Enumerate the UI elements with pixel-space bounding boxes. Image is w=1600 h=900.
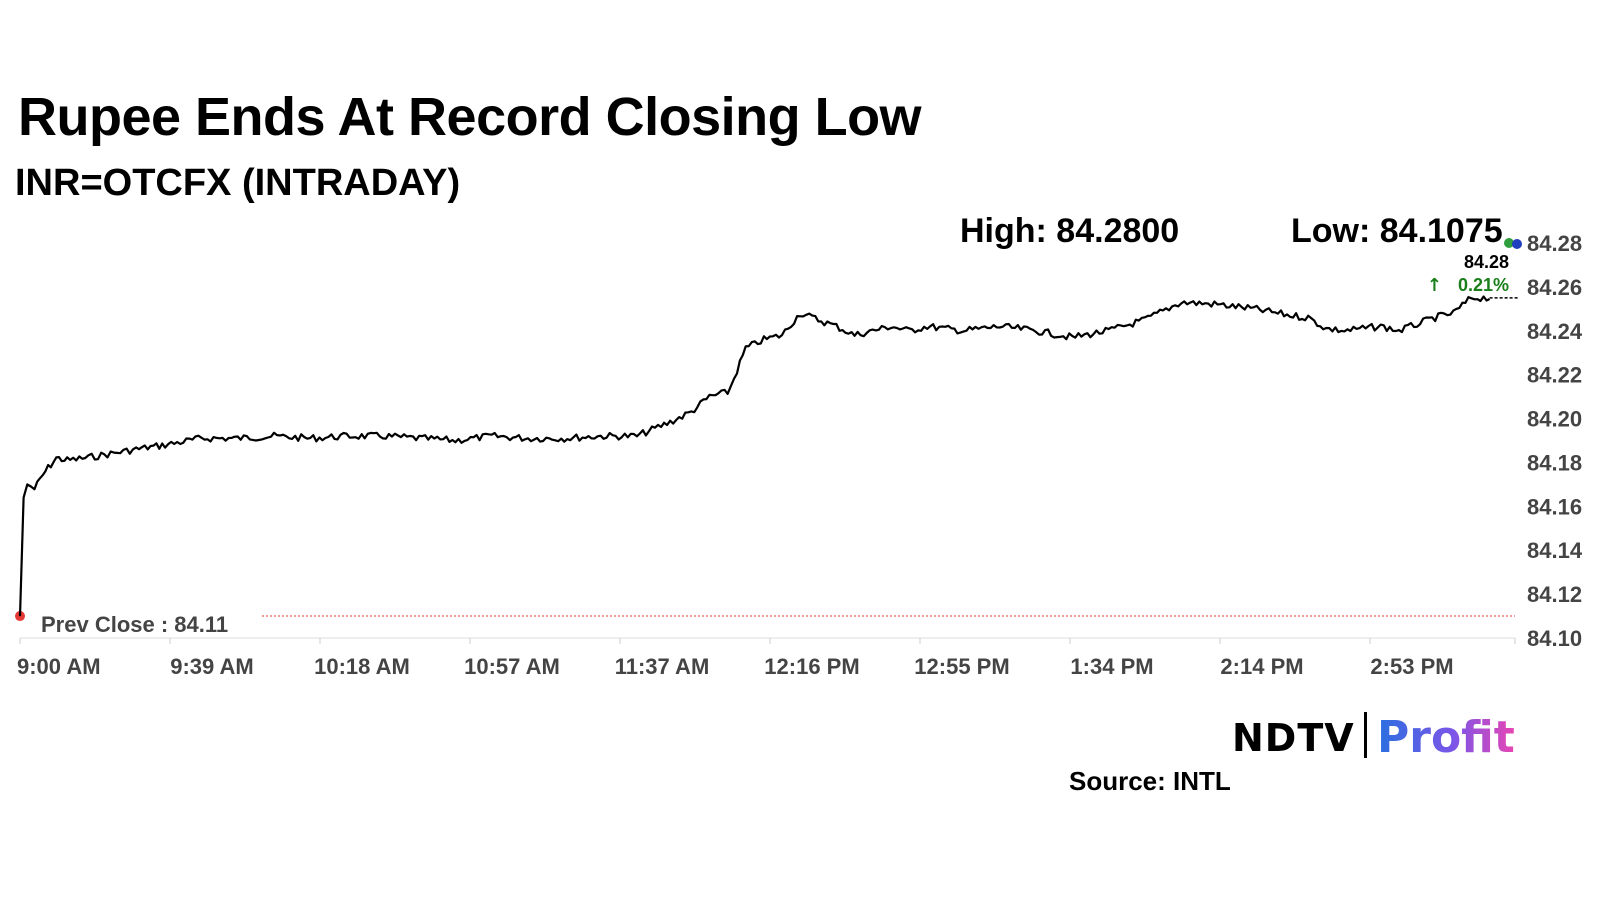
y-tick-label: 84.20 [1527, 407, 1582, 432]
logo-divider [1364, 712, 1367, 758]
x-tick-label: 11:37 AM [615, 654, 710, 679]
x-tick-label: 2:14 PM [1220, 654, 1303, 679]
last-value-label: 84.28 [1464, 252, 1509, 272]
y-tick-label: 84.26 [1527, 275, 1582, 300]
high-marker-dot [1504, 238, 1514, 248]
source-note: Source: INTL [1069, 766, 1231, 796]
ndtv-wordmark: NDTV [1232, 716, 1355, 760]
y-tick-label: 84.24 [1527, 319, 1583, 344]
x-tick-label: 1:34 PM [1070, 654, 1153, 679]
y-tick-label: 84.22 [1527, 363, 1582, 388]
y-tick-label: 84.12 [1527, 582, 1582, 607]
axis-layer: 84.28 84.26 84.24 84.22 84.20 84.18 84.16 84.14… [17, 231, 1583, 679]
y-tick-label: 84.18 [1527, 450, 1582, 475]
chart-subtitle: INR=OTCFX (INTRADAY) [15, 162, 461, 204]
y-tick-label: 84.16 [1527, 494, 1582, 519]
prev-close-label: Prev Close : 84.11 [41, 612, 228, 637]
last-value-dot [1512, 239, 1522, 249]
x-tick-label: 9:39 AM [170, 654, 254, 679]
arrow-up-icon: ↑ [1427, 275, 1442, 296]
change-percent-label: 0.21% [1458, 275, 1509, 295]
low-label: Low: 84.1075 [1291, 212, 1503, 250]
x-tick-label: 9:00 AM [17, 654, 101, 679]
x-tick-label: 10:57 AM [464, 654, 560, 679]
high-label: High: 84.2800 [960, 212, 1180, 250]
series-layer [18, 295, 1520, 617]
series-line [18, 295, 1491, 617]
x-tick-label: 12:55 PM [914, 654, 1009, 679]
chart-title: Rupee Ends At Record Closing Low [18, 87, 922, 147]
profit-wordmark: Profit [1377, 712, 1515, 763]
x-tick-label: 2:53 PM [1370, 654, 1453, 679]
y-tick-label: 84.14 [1527, 538, 1583, 563]
y-tick-label: 84.28 [1527, 231, 1582, 256]
x-tick-label: 12:16 PM [764, 654, 859, 679]
x-tick-label: 10:18 AM [314, 654, 410, 679]
y-tick-label: 84.10 [1527, 626, 1582, 651]
